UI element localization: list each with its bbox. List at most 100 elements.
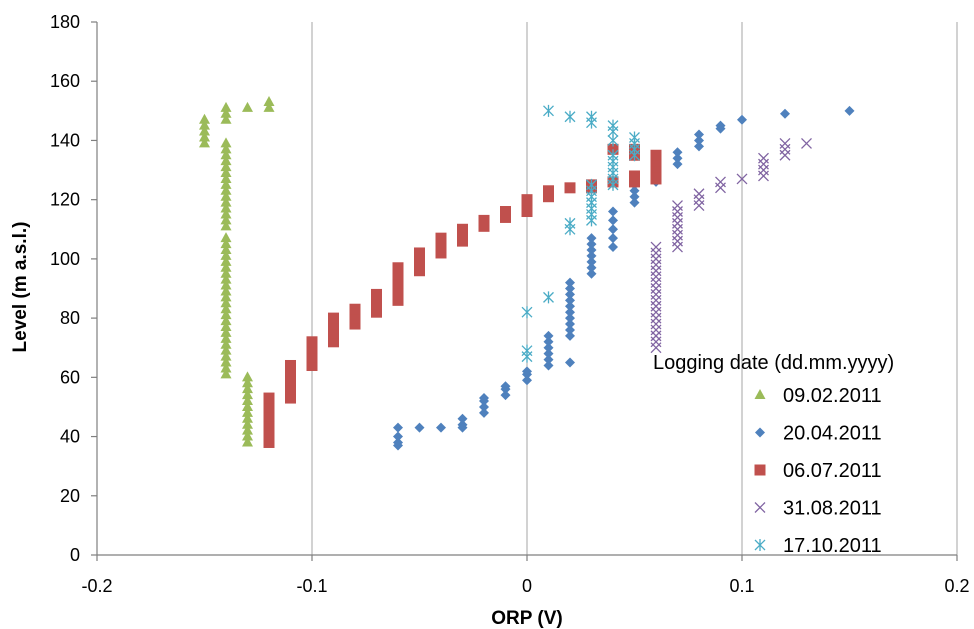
data-point bbox=[672, 159, 683, 170]
data-point bbox=[242, 371, 253, 382]
data-point bbox=[414, 265, 425, 277]
data-point bbox=[650, 241, 662, 253]
legend-item: 17.10.2011 bbox=[754, 535, 882, 557]
data-point bbox=[522, 366, 532, 377]
data-point bbox=[242, 424, 253, 435]
data-point bbox=[780, 108, 790, 119]
data-point bbox=[607, 119, 619, 132]
data-point bbox=[199, 137, 210, 148]
data-point bbox=[650, 324, 662, 336]
data-point bbox=[543, 336, 554, 347]
x-tick-label: 0.2 bbox=[944, 576, 969, 596]
x-tick-label: 0.1 bbox=[729, 576, 754, 596]
data-point bbox=[220, 356, 232, 367]
data-point bbox=[736, 173, 748, 185]
data-point bbox=[263, 436, 275, 448]
x-axis-title: ORP (V) bbox=[491, 608, 562, 629]
x-tick-labels: -0.2 -0.1 0 0.1 0.2 bbox=[81, 576, 969, 596]
data-point bbox=[220, 161, 232, 172]
x-tick-label: 0 bbox=[522, 576, 532, 596]
data-point bbox=[220, 320, 232, 331]
data-point bbox=[220, 190, 232, 201]
data-point bbox=[650, 265, 662, 277]
series-0-points bbox=[199, 95, 275, 447]
data-point bbox=[435, 247, 447, 259]
data-point bbox=[220, 273, 232, 284]
data-point bbox=[650, 253, 662, 265]
data-point bbox=[349, 318, 361, 330]
data-point bbox=[414, 253, 425, 265]
data-point bbox=[242, 418, 253, 429]
data-point bbox=[220, 107, 232, 118]
data-point bbox=[328, 327, 339, 339]
data-points bbox=[199, 95, 855, 451]
data-point bbox=[650, 306, 662, 318]
data-point bbox=[672, 241, 683, 253]
data-point bbox=[586, 239, 597, 250]
data-point bbox=[220, 362, 232, 373]
data-point bbox=[521, 306, 533, 319]
data-point bbox=[242, 377, 253, 388]
data-point bbox=[650, 167, 662, 179]
data-point bbox=[500, 206, 511, 218]
data-point bbox=[565, 289, 575, 300]
data-point bbox=[543, 348, 554, 359]
data-point bbox=[220, 255, 232, 266]
data-point bbox=[220, 303, 232, 314]
data-point bbox=[672, 217, 683, 229]
data-point bbox=[586, 256, 597, 267]
data-point bbox=[586, 268, 597, 279]
data-point bbox=[220, 267, 232, 278]
legend-label: 09.02.2011 bbox=[783, 385, 882, 407]
data-point bbox=[220, 332, 232, 343]
legend: Logging date (dd.mm.yyyy) 09.02.2011 20.0… bbox=[653, 352, 894, 557]
data-point bbox=[650, 149, 662, 161]
data-point bbox=[672, 229, 683, 241]
y-tick-label: 180 bbox=[50, 12, 80, 32]
data-point bbox=[629, 197, 640, 208]
data-point bbox=[306, 359, 318, 371]
data-point bbox=[220, 208, 232, 219]
data-point bbox=[371, 306, 382, 318]
data-point bbox=[650, 330, 662, 342]
data-point bbox=[586, 178, 597, 191]
data-point bbox=[242, 395, 253, 406]
data-point bbox=[500, 211, 511, 223]
data-point bbox=[564, 110, 576, 123]
data-point bbox=[371, 288, 382, 300]
data-point bbox=[220, 291, 232, 302]
data-point bbox=[220, 184, 232, 195]
data-point bbox=[715, 182, 726, 194]
data-point bbox=[650, 161, 662, 173]
series-2-points bbox=[263, 143, 662, 448]
data-point bbox=[650, 247, 662, 259]
data-point bbox=[650, 173, 662, 185]
data-point bbox=[220, 137, 232, 148]
data-point bbox=[650, 155, 662, 167]
data-point bbox=[521, 206, 533, 218]
data-point bbox=[414, 247, 425, 259]
data-point bbox=[199, 119, 210, 130]
legend-label: 31.08.2011 bbox=[783, 498, 882, 520]
data-point bbox=[220, 261, 232, 272]
data-point bbox=[220, 309, 232, 320]
data-point bbox=[779, 137, 791, 149]
data-point bbox=[220, 368, 232, 379]
data-point bbox=[220, 285, 232, 296]
data-point bbox=[220, 155, 232, 166]
data-point bbox=[758, 164, 769, 176]
data-point bbox=[672, 200, 683, 212]
data-point bbox=[715, 176, 726, 188]
data-point bbox=[478, 220, 490, 232]
series-1-points bbox=[393, 105, 855, 451]
y-tick-label: 60 bbox=[60, 367, 80, 387]
data-point bbox=[565, 301, 575, 312]
data-point bbox=[672, 206, 683, 217]
y-tick-label: 40 bbox=[60, 427, 80, 447]
data-point bbox=[715, 120, 726, 131]
data-point bbox=[543, 185, 554, 197]
data-point bbox=[672, 235, 683, 247]
data-point bbox=[220, 315, 232, 326]
data-point bbox=[392, 285, 404, 297]
data-point bbox=[285, 374, 296, 386]
